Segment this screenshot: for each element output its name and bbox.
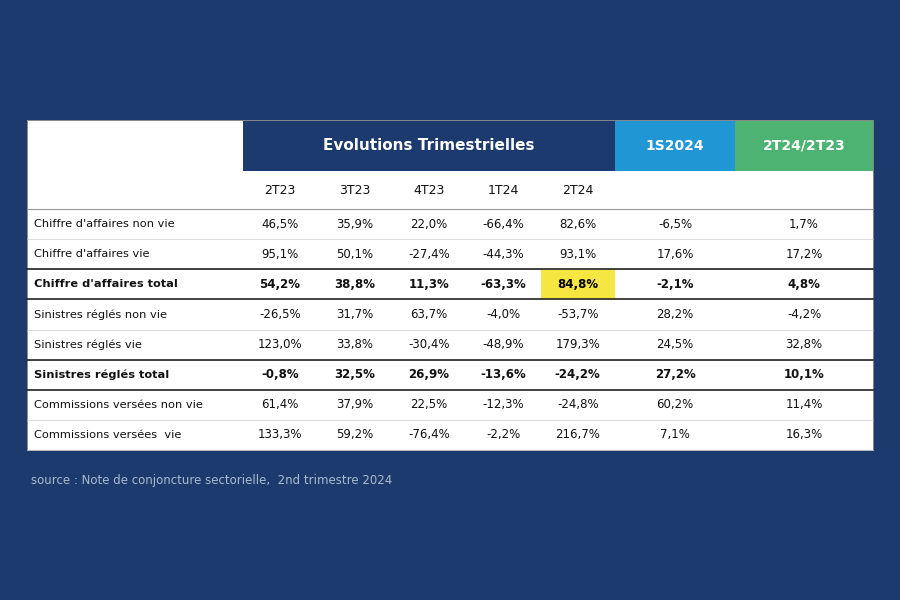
Text: 31,7%: 31,7% bbox=[336, 308, 373, 321]
Text: 3T23: 3T23 bbox=[338, 184, 370, 197]
Text: 7,1%: 7,1% bbox=[660, 428, 690, 442]
Text: -6,5%: -6,5% bbox=[658, 218, 692, 230]
Bar bbox=[27, 390, 873, 420]
Text: 24,5%: 24,5% bbox=[656, 338, 694, 351]
Text: 63,7%: 63,7% bbox=[410, 308, 447, 321]
Bar bbox=[27, 420, 873, 450]
Text: 123,0%: 123,0% bbox=[257, 338, 302, 351]
Text: 11,4%: 11,4% bbox=[786, 398, 823, 412]
Bar bbox=[735, 120, 873, 171]
Text: 22,5%: 22,5% bbox=[410, 398, 447, 412]
Text: 10,1%: 10,1% bbox=[784, 368, 824, 381]
Text: 35,9%: 35,9% bbox=[336, 218, 373, 230]
Bar bbox=[27, 209, 873, 239]
Bar bbox=[466, 171, 541, 209]
Text: 32,5%: 32,5% bbox=[334, 368, 374, 381]
Text: 95,1%: 95,1% bbox=[261, 248, 299, 261]
Bar bbox=[615, 120, 735, 171]
Bar bbox=[317, 171, 392, 209]
Text: 54,2%: 54,2% bbox=[259, 278, 301, 291]
Text: -76,4%: -76,4% bbox=[408, 428, 450, 442]
Text: 60,2%: 60,2% bbox=[656, 398, 694, 412]
Text: 1S2024: 1S2024 bbox=[645, 139, 705, 152]
Text: 1,7%: 1,7% bbox=[789, 218, 819, 230]
Text: 59,2%: 59,2% bbox=[336, 428, 373, 442]
Text: -4,0%: -4,0% bbox=[486, 308, 520, 321]
Text: -53,7%: -53,7% bbox=[557, 308, 598, 321]
Text: 2T23: 2T23 bbox=[265, 184, 295, 197]
Text: 11,3%: 11,3% bbox=[409, 278, 449, 291]
Bar bbox=[27, 269, 873, 299]
Text: -66,4%: -66,4% bbox=[482, 218, 524, 230]
Bar bbox=[27, 171, 243, 209]
Text: 2T24/2T23: 2T24/2T23 bbox=[762, 139, 845, 152]
Text: 133,3%: 133,3% bbox=[257, 428, 302, 442]
Text: Chiffre d'affaires vie: Chiffre d'affaires vie bbox=[34, 249, 149, 259]
Text: 61,4%: 61,4% bbox=[261, 398, 299, 412]
Text: 84,8%: 84,8% bbox=[557, 278, 598, 291]
Text: 1T24: 1T24 bbox=[488, 184, 519, 197]
Text: -12,3%: -12,3% bbox=[482, 398, 524, 412]
Bar bbox=[27, 239, 873, 269]
Text: -2,2%: -2,2% bbox=[486, 428, 520, 442]
Text: 93,1%: 93,1% bbox=[559, 248, 597, 261]
Bar bbox=[615, 171, 735, 209]
Text: 17,2%: 17,2% bbox=[786, 248, 823, 261]
Text: source : Note de conjoncture sectorielle,  2nd trimestre 2024: source : Note de conjoncture sectorielle… bbox=[32, 474, 392, 487]
Bar bbox=[243, 171, 317, 209]
Bar bbox=[27, 120, 873, 450]
Bar bbox=[735, 171, 873, 209]
Text: 179,3%: 179,3% bbox=[555, 338, 600, 351]
Bar bbox=[243, 120, 615, 171]
Bar bbox=[27, 359, 873, 390]
Bar bbox=[392, 171, 466, 209]
Text: -48,9%: -48,9% bbox=[482, 338, 524, 351]
Text: -24,8%: -24,8% bbox=[557, 398, 598, 412]
Text: Chiffre d'affaires total: Chiffre d'affaires total bbox=[34, 280, 178, 289]
Bar bbox=[27, 120, 243, 171]
Text: -27,4%: -27,4% bbox=[408, 248, 450, 261]
Text: 16,3%: 16,3% bbox=[786, 428, 823, 442]
Text: Chiffre d'affaires non vie: Chiffre d'affaires non vie bbox=[34, 219, 175, 229]
Bar bbox=[27, 299, 873, 329]
Text: -0,8%: -0,8% bbox=[261, 368, 299, 381]
Text: 216,7%: 216,7% bbox=[555, 428, 600, 442]
Text: 4,8%: 4,8% bbox=[788, 278, 821, 291]
Text: Sinistres réglés total: Sinistres réglés total bbox=[34, 370, 169, 380]
Text: -63,3%: -63,3% bbox=[481, 278, 526, 291]
Bar bbox=[27, 329, 873, 359]
Text: 50,1%: 50,1% bbox=[336, 248, 373, 261]
Text: 46,5%: 46,5% bbox=[261, 218, 299, 230]
Text: 4T23: 4T23 bbox=[413, 184, 445, 197]
Text: 33,8%: 33,8% bbox=[336, 338, 373, 351]
Text: Sinistres réglés vie: Sinistres réglés vie bbox=[34, 340, 142, 350]
Text: Evolutions Trimestrielles: Evolutions Trimestrielles bbox=[323, 138, 535, 153]
Text: Sinistres réglés non vie: Sinistres réglés non vie bbox=[34, 309, 167, 320]
Text: 38,8%: 38,8% bbox=[334, 278, 375, 291]
Text: 17,6%: 17,6% bbox=[656, 248, 694, 261]
Text: -26,5%: -26,5% bbox=[259, 308, 301, 321]
Text: Commissions versées  vie: Commissions versées vie bbox=[34, 430, 182, 440]
Bar bbox=[27, 120, 873, 450]
Text: 28,2%: 28,2% bbox=[656, 308, 694, 321]
Bar bbox=[541, 269, 615, 299]
Text: -24,2%: -24,2% bbox=[555, 368, 600, 381]
Text: 82,6%: 82,6% bbox=[559, 218, 597, 230]
Text: 37,9%: 37,9% bbox=[336, 398, 373, 412]
Text: -30,4%: -30,4% bbox=[408, 338, 450, 351]
Text: -2,1%: -2,1% bbox=[656, 278, 694, 291]
Text: 22,0%: 22,0% bbox=[410, 218, 447, 230]
Text: 26,9%: 26,9% bbox=[409, 368, 449, 381]
Bar bbox=[541, 171, 615, 209]
Text: -44,3%: -44,3% bbox=[482, 248, 524, 261]
Text: 27,2%: 27,2% bbox=[654, 368, 696, 381]
Text: -13,6%: -13,6% bbox=[481, 368, 526, 381]
Text: -4,2%: -4,2% bbox=[787, 308, 821, 321]
Text: 32,8%: 32,8% bbox=[786, 338, 823, 351]
Text: Commissions versées non vie: Commissions versées non vie bbox=[34, 400, 203, 410]
Text: 2T24: 2T24 bbox=[562, 184, 593, 197]
